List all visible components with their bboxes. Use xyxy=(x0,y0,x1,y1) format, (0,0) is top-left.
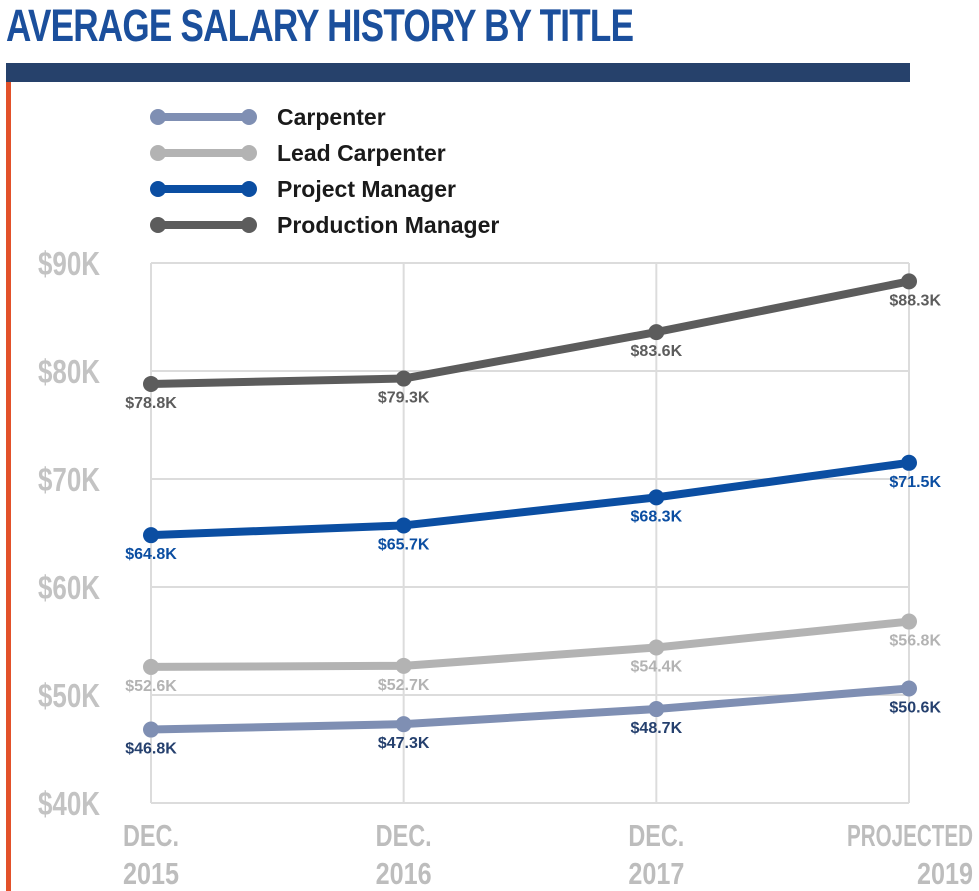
data-point xyxy=(395,716,412,733)
x-tick-label: PROJECTED xyxy=(847,818,973,853)
data-label: $78.8K xyxy=(125,395,177,412)
data-label: $50.6K xyxy=(889,700,941,717)
data-point xyxy=(143,721,159,738)
x-tick-label: DEC. xyxy=(376,818,432,853)
legend-marker xyxy=(150,217,166,233)
data-point xyxy=(395,370,412,387)
legend-label: Production Manager xyxy=(277,212,499,238)
data-point xyxy=(648,489,665,506)
legend-marker xyxy=(241,109,257,125)
y-tick-label: $70K xyxy=(38,461,100,498)
x-tick-label: 2019 xyxy=(917,856,973,891)
data-label: $47.3K xyxy=(378,735,430,752)
data-point xyxy=(648,324,665,341)
data-label: $71.5K xyxy=(889,474,941,491)
chart-title: AVERAGE SALARY HISTORY BY TITLE xyxy=(6,0,634,51)
series-line-lead-carpenter xyxy=(147,617,913,671)
legend-marker xyxy=(150,181,166,197)
data-label: $48.7K xyxy=(631,720,683,737)
x-tick-label: DEC. xyxy=(123,818,179,853)
data-label: $54.4K xyxy=(631,658,683,675)
data-point xyxy=(143,375,159,392)
data-point xyxy=(143,527,159,544)
x-tick-label: 2016 xyxy=(376,856,432,891)
legend-marker xyxy=(150,109,166,125)
data-label: $52.6K xyxy=(125,678,177,695)
legend-label: Carpenter xyxy=(277,104,386,130)
data-label: $83.6K xyxy=(631,343,683,360)
title-underline-bar xyxy=(6,63,910,82)
data-point xyxy=(901,454,917,471)
data-label: $64.8K xyxy=(125,546,177,563)
x-tick-label: DEC. xyxy=(628,818,684,853)
data-label: $65.7K xyxy=(378,536,430,553)
series-lines xyxy=(147,277,913,734)
data-label: $79.3K xyxy=(378,390,430,407)
legend-marker xyxy=(150,145,166,161)
data-point xyxy=(901,273,917,290)
series-line-production-manager xyxy=(147,277,913,388)
y-tick-label: $80K xyxy=(38,353,100,390)
x-tick-label: 2015 xyxy=(123,856,179,891)
data-point xyxy=(395,657,412,674)
legend-marker xyxy=(241,145,257,161)
y-tick-label: $90K xyxy=(38,245,100,282)
data-label: $52.7K xyxy=(378,677,430,694)
x-tick-label: 2017 xyxy=(628,856,684,891)
data-label: $68.3K xyxy=(631,508,683,525)
data-label: $56.8K xyxy=(889,633,941,650)
series-points xyxy=(143,273,917,738)
legend-label: Project Manager xyxy=(277,176,456,202)
data-point xyxy=(901,680,917,697)
data-label: $46.8K xyxy=(125,741,177,758)
data-point xyxy=(648,639,665,656)
data-labels: $46.8K $47.3K $48.7K $50.6K $52.6K $52.7K $54.… xyxy=(125,292,941,757)
left-accent-bar xyxy=(6,82,11,891)
data-point xyxy=(395,517,412,534)
y-tick-label: $50K xyxy=(38,677,100,714)
data-point xyxy=(901,613,917,630)
series-line-project-manager xyxy=(147,458,913,540)
data-point xyxy=(648,701,665,718)
legend-label: Lead Carpenter xyxy=(277,140,446,166)
data-point xyxy=(143,658,159,675)
legend: Carpenter Lead Carpenter Project Manager Pr… xyxy=(150,104,499,238)
series-line-carpenter xyxy=(147,684,913,734)
legend-marker xyxy=(241,181,257,197)
y-tick-label: $60K xyxy=(38,569,100,606)
y-tick-label: $40K xyxy=(38,785,100,822)
legend-marker xyxy=(241,217,257,233)
data-label: $88.3K xyxy=(889,292,941,309)
y-axis: $90K $80K $70K $60K $50K $40K xyxy=(38,245,100,822)
